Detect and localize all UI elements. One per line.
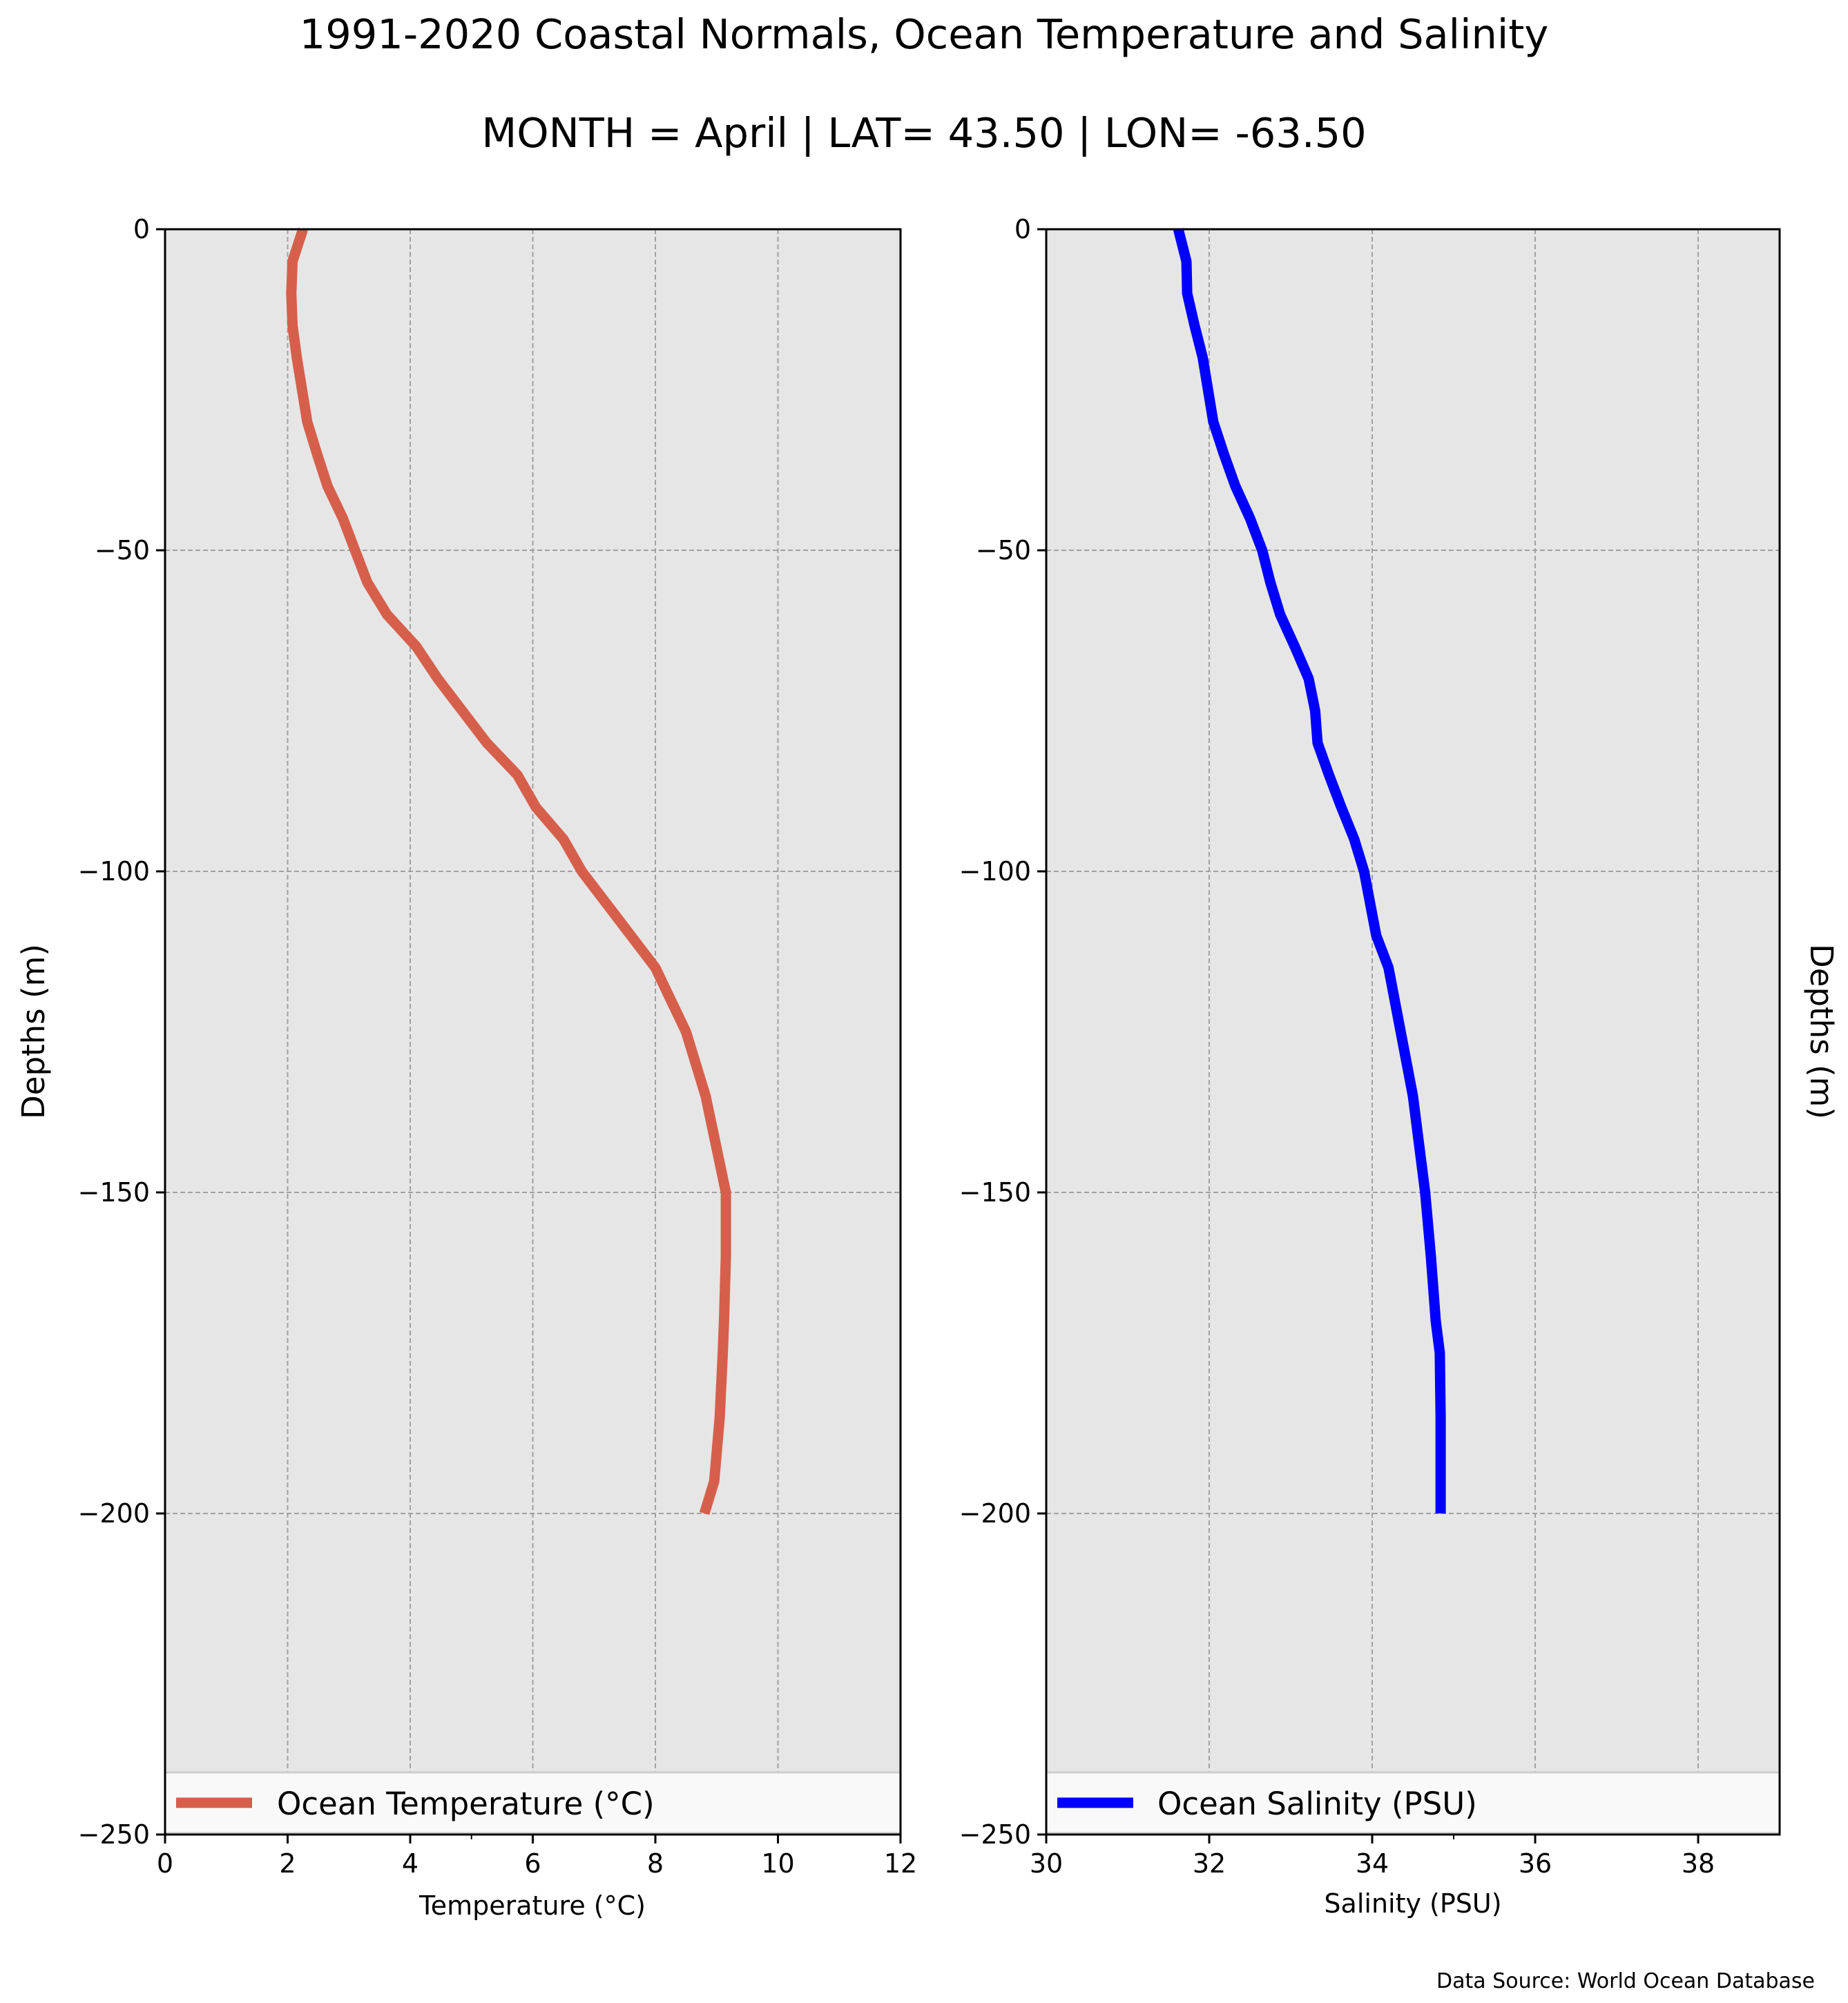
temperature-x-ticks: 0 2 4 6 8 10 12	[157, 1835, 917, 1879]
temperature-plot-area	[165, 229, 901, 1835]
temperature-x-tick-label: 6	[524, 1848, 541, 1879]
temperature-legend: Ocean Temperature (°C)	[164, 1771, 902, 1835]
temperature-y-tick-label: −200	[78, 1498, 150, 1529]
salinity-legend: Ocean Salinity (PSU)	[1045, 1771, 1781, 1835]
salinity-legend-label: Ocean Salinity (PSU)	[1157, 1786, 1477, 1822]
salinity-x-ticks: 30 32 34 36 38	[1030, 1835, 1715, 1879]
temperature-legend-label: Ocean Temperature (°C)	[277, 1786, 655, 1822]
salinity-plot-area	[1046, 229, 1780, 1835]
temperature-series-line	[286, 227, 731, 1516]
salinity-x-tick-label: 32	[1193, 1848, 1226, 1879]
data-source-note: Data Source: World Ocean Database	[1436, 1969, 1815, 1993]
temperature-x-tick-label: 10	[761, 1848, 794, 1879]
figure-title: 1991-2020 Coastal Normals, Ocean Tempera…	[300, 10, 1549, 58]
temperature-y-axis-label: Depths (m)	[15, 944, 52, 1119]
salinity-grid	[1046, 229, 1780, 1835]
temperature-grid	[165, 229, 901, 1835]
temperature-x-tick-label: 2	[279, 1848, 296, 1879]
figure-subtitle: MONTH = April | LAT= 43.50 | LON= -63.50	[481, 109, 1366, 157]
temperature-y-tick-label: 0	[133, 214, 150, 244]
salinity-x-tick-label: 38	[1682, 1848, 1715, 1879]
temperature-panel: Ocean Temperature (°C) 0 2 4 6 8 10 12 0 −50 −10…	[15, 214, 917, 1921]
salinity-y-ticks: 0 −50 −100 −150 −200 −250	[959, 214, 1046, 1850]
temperature-y-tick-label: −250	[78, 1819, 150, 1850]
salinity-x-tick-label: 36	[1519, 1848, 1552, 1879]
temperature-x-tick-label: 0	[157, 1848, 173, 1879]
salinity-x-tick-label: 30	[1030, 1848, 1063, 1879]
salinity-y-tick-label: −250	[959, 1819, 1031, 1850]
temperature-y-tick-label: −50	[95, 535, 150, 565]
salinity-axes-frame	[1045, 228, 1781, 1836]
salinity-y-tick-label: −100	[959, 856, 1031, 887]
temperature-y-ticks: 0 −50 −100 −150 −200 −250	[78, 214, 165, 1850]
temperature-x-tick-label: 4	[402, 1848, 418, 1879]
salinity-legend-box	[1045, 1771, 1781, 1835]
salinity-y-axis-label: Depths (m)	[1803, 944, 1840, 1119]
salinity-y-tick-label: −50	[976, 535, 1031, 565]
salinity-x-tick-label: 34	[1356, 1848, 1389, 1879]
salinity-y-tick-label: 0	[1014, 214, 1031, 244]
temperature-x-tick-label: 8	[647, 1848, 664, 1879]
temperature-x-tick-label: 12	[884, 1848, 917, 1879]
salinity-y-tick-label: −200	[959, 1498, 1031, 1529]
salinity-panel: Ocean Salinity (PSU) 30 32 34 36 38 0 −50 −100…	[959, 214, 1840, 1919]
salinity-series	[1173, 228, 1446, 1513]
temperature-y-tick-label: −100	[78, 856, 150, 887]
temperature-y-tick-label: −150	[78, 1177, 150, 1208]
salinity-y-tick-label: −150	[959, 1177, 1031, 1208]
salinity-x-axis-label: Salinity (PSU)	[1324, 1888, 1501, 1919]
temperature-series	[286, 227, 731, 1516]
temperature-x-axis-label: Temperature (°C)	[418, 1890, 646, 1921]
salinity-series-line	[1173, 228, 1446, 1513]
